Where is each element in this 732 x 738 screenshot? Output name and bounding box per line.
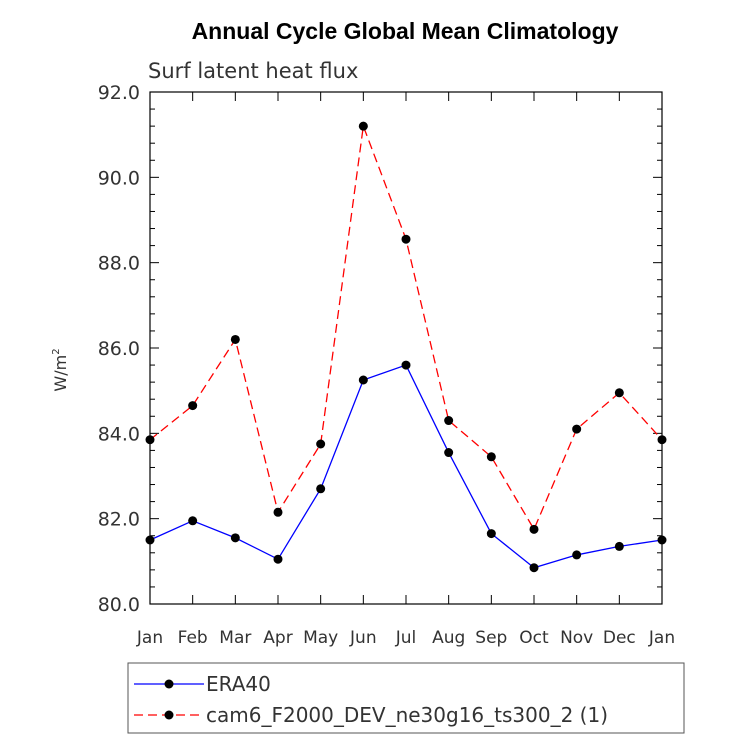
legend-marker [164, 710, 174, 720]
data-point [486, 452, 496, 462]
data-point [401, 234, 411, 244]
data-point [145, 435, 155, 445]
data-point [444, 448, 454, 458]
data-point [614, 541, 624, 551]
series-layer [145, 121, 667, 573]
y-tick-label: 88.0 [98, 253, 140, 275]
x-tick-label: Jul [395, 628, 417, 648]
y-axis-label-superscript: 2 [51, 348, 62, 354]
data-point [614, 388, 624, 398]
x-tick-label: Oct [519, 628, 549, 648]
x-tick-label: Mar [219, 628, 251, 648]
data-point [358, 121, 368, 131]
data-point [529, 563, 539, 573]
data-point [188, 401, 198, 411]
y-tick-label: 86.0 [98, 338, 140, 360]
x-tick-label: Feb [178, 628, 208, 648]
chart-title: Annual Cycle Global Mean Climatology [192, 18, 619, 44]
y-axis-label-text: W/m [51, 355, 70, 392]
data-point [529, 524, 539, 534]
x-tick-label: Sep [475, 628, 507, 648]
x-tick-label: Jun [349, 628, 377, 648]
data-point [273, 507, 283, 517]
data-point [486, 529, 496, 539]
data-point [657, 535, 667, 545]
data-point [572, 424, 582, 434]
legend: ERA40 cam6_F2000_DEV_ne30g16_ts300_2 (1) [127, 662, 685, 734]
plot-frame [149, 91, 663, 605]
x-tick-label: Apr [263, 628, 292, 648]
data-point [444, 416, 454, 426]
y-axis-label: W/m2 [51, 348, 70, 391]
data-point [358, 375, 368, 385]
data-point [316, 484, 326, 494]
legend-box [127, 662, 685, 734]
legend-entries: ERA40 cam6_F2000_DEV_ne30g16_ts300_2 (1) [134, 672, 608, 727]
y-tick-label: 92.0 [98, 82, 140, 104]
x-tick-label: Nov [560, 628, 593, 648]
x-axis: Jan Feb Mar Apr May Jun Jul Aug Sep Oct Nov Dec Jan [136, 92, 675, 648]
y-axis: 80.0 82.0 84.0 86.0 88.0 90.0 92.0 [98, 82, 662, 616]
y-tick-label: 80.0 [98, 594, 140, 616]
x-tick-label: Jan [136, 628, 163, 648]
x-tick-label: Dec [603, 628, 636, 648]
chart-subtitle: Surf latent heat flux [148, 59, 358, 83]
data-point [145, 535, 155, 545]
x-tick-label: Aug [432, 628, 465, 648]
data-point [230, 533, 240, 543]
series-line [149, 364, 663, 569]
x-tick-label: Jan [648, 628, 675, 648]
series-line [149, 125, 663, 531]
data-point [657, 435, 667, 445]
legend-marker [164, 679, 174, 689]
y-tick-label: 82.0 [98, 509, 140, 531]
data-point [401, 360, 411, 370]
legend-label: ERA40 [206, 672, 271, 696]
data-point [572, 550, 582, 560]
y-tick-label: 90.0 [98, 167, 140, 189]
legend-label: cam6_F2000_DEV_ne30g16_ts300_2 (1) [206, 703, 608, 727]
data-point [273, 554, 283, 564]
y-tick-label: 84.0 [98, 423, 140, 445]
data-point [316, 439, 326, 449]
data-point [188, 516, 198, 526]
data-point [230, 334, 240, 344]
x-tick-label: May [303, 628, 338, 648]
